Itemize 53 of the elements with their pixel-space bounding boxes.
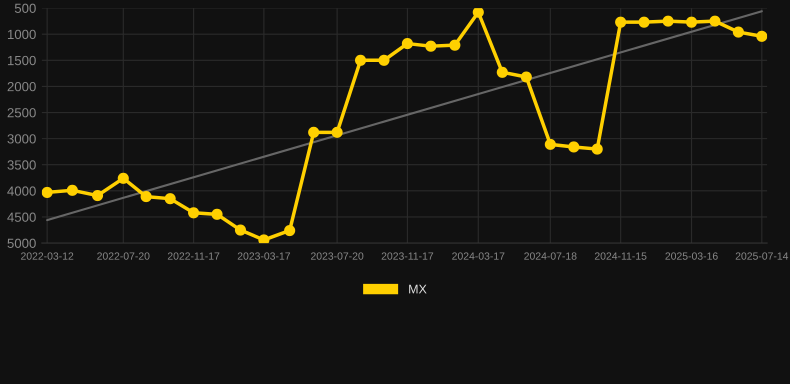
x-tick-label: 2023-11-17 [382, 252, 434, 260]
point [118, 172, 129, 184]
y-tick-label: 500 [14, 4, 36, 13]
point [449, 40, 460, 51]
point [686, 16, 698, 28]
point [140, 191, 152, 202]
x-tick-label: 2024-03-17 [452, 252, 504, 260]
point [592, 144, 603, 155]
x-tick-label: 2025-07-14 [736, 252, 788, 260]
point [378, 54, 390, 66]
point [92, 190, 104, 202]
x-tick-label: 2022-03-12 [21, 252, 74, 260]
point [638, 16, 650, 28]
point [568, 141, 580, 153]
y-tick-label: 5000 [7, 238, 36, 248]
point [354, 54, 366, 66]
point [662, 16, 674, 27]
y-tick-label: 2500 [8, 108, 36, 118]
point [756, 30, 768, 42]
point [164, 193, 176, 204]
y-tick-label: 2000 [8, 82, 36, 92]
y-tick-label: 1500 [8, 56, 36, 66]
point [284, 224, 296, 236]
point [709, 16, 721, 27]
y-tick-label: 3500 [7, 160, 36, 170]
x-tick-label: 2024-11-15 [594, 252, 646, 260]
x-tick-label: 2023-03-17 [238, 252, 290, 260]
x-tick-label: 2022-07-20 [97, 252, 150, 260]
point [211, 208, 223, 220]
point [66, 184, 78, 196]
x-tick-label: 2022-11-17 [168, 252, 220, 260]
x-tick-label: 2024-07-18 [524, 252, 577, 260]
y-tick-label: 4500 [7, 212, 36, 222]
point [496, 66, 508, 78]
point [544, 138, 556, 150]
point [615, 16, 626, 28]
point [472, 8, 484, 18]
point [42, 186, 53, 198]
legend-label: MX [409, 284, 427, 294]
point [258, 234, 270, 244]
point [402, 38, 413, 50]
point [520, 71, 532, 83]
point [425, 40, 436, 52]
y-tick-label: 1000 [8, 30, 36, 40]
point [234, 224, 246, 236]
x-tick-label: 2023-07-20 [311, 252, 364, 260]
x-tick-label: 2025-03-16 [665, 252, 718, 260]
point [308, 126, 320, 138]
point [332, 126, 343, 138]
y-tick-label: 4000 [7, 186, 36, 196]
point [188, 207, 200, 218]
point [732, 26, 744, 38]
y-tick-label: 3000 [7, 134, 36, 144]
